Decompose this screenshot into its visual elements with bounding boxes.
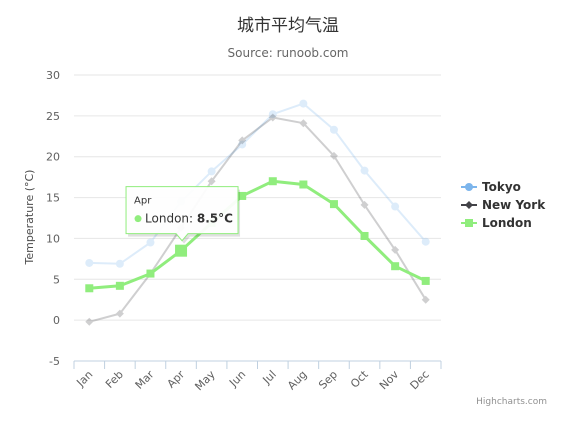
- y-tick-label: 0: [53, 314, 60, 327]
- x-tick-label: Apr: [165, 368, 188, 391]
- x-tick-label: Oct: [348, 367, 371, 390]
- y-tick-label: -5: [49, 355, 60, 368]
- data-point[interactable]: [329, 125, 338, 134]
- data-point[interactable]: [146, 238, 155, 247]
- legend-label: Tokyo: [482, 180, 521, 194]
- data-point[interactable]: [299, 180, 308, 189]
- data-point[interactable]: [391, 202, 400, 211]
- data-point[interactable]: [238, 140, 247, 149]
- legend-label: New York: [482, 198, 546, 212]
- x-tick-label: Jan: [74, 368, 96, 390]
- y-tick-label: 10: [46, 232, 60, 245]
- credits-link[interactable]: Highcharts.com: [476, 397, 547, 407]
- data-point[interactable]: [391, 262, 400, 271]
- data-point[interactable]: [329, 151, 338, 160]
- x-tick-label: Dec: [408, 368, 432, 392]
- data-point[interactable]: [115, 309, 124, 318]
- x-tick-label: Feb: [103, 368, 126, 391]
- y-tick-label: 25: [46, 110, 60, 123]
- data-point[interactable]: [299, 99, 308, 108]
- tooltip-box: [125, 186, 239, 242]
- data-point[interactable]: [391, 245, 400, 254]
- data-point[interactable]: [360, 166, 369, 175]
- legend-item-london[interactable]: London: [461, 216, 532, 230]
- series-tokyo[interactable]: [85, 99, 430, 268]
- tooltip: Apr London: 8.5°C: [125, 186, 241, 244]
- x-tick-label: May: [192, 368, 218, 394]
- data-point[interactable]: [115, 259, 124, 268]
- data-point[interactable]: [85, 284, 94, 293]
- data-point[interactable]: [299, 119, 308, 128]
- y-tick-label: 20: [46, 151, 60, 164]
- chart-title: 城市平均气温: [237, 16, 339, 36]
- data-point[interactable]: [360, 200, 369, 209]
- data-point[interactable]: [238, 191, 247, 200]
- tooltip-header: Apr: [134, 196, 152, 207]
- tooltip-text: London: 8.5°C: [145, 212, 233, 226]
- legend: Tokyo New York London: [461, 180, 546, 230]
- x-tick-label: Jun: [226, 368, 248, 390]
- data-point[interactable]: [329, 200, 338, 209]
- tooltip-value: 8.5°C: [197, 212, 233, 226]
- data-point[interactable]: [85, 317, 94, 326]
- tooltip-series-dot: [134, 215, 142, 223]
- data-point[interactable]: [85, 258, 94, 267]
- x-tick-label: Jul: [260, 368, 279, 387]
- legend-marker: [465, 201, 473, 209]
- data-point[interactable]: [175, 244, 188, 257]
- series-line-new-york[interactable]: [89, 116, 427, 323]
- data-point[interactable]: [268, 177, 277, 186]
- y-tick-label: 5: [53, 273, 60, 286]
- data-point[interactable]: [421, 276, 430, 285]
- data-point[interactable]: [421, 237, 430, 246]
- x-tick-label: Mar: [133, 368, 157, 392]
- data-point[interactable]: [360, 231, 369, 240]
- x-axis: [73, 360, 442, 369]
- legend-marker: [465, 219, 473, 227]
- legend-item-new-york[interactable]: New York: [461, 198, 546, 212]
- data-point[interactable]: [207, 177, 216, 186]
- legend-marker: [465, 183, 473, 191]
- y-tick-label: 15: [46, 192, 60, 205]
- legend-item-tokyo[interactable]: Tokyo: [461, 180, 521, 194]
- series-line-london[interactable]: [89, 179, 427, 290]
- x-tick-label: Sep: [316, 368, 340, 392]
- data-point[interactable]: [207, 167, 216, 176]
- data-point[interactable]: [238, 136, 247, 145]
- x-tick-label: Aug: [285, 368, 309, 392]
- data-point[interactable]: [146, 269, 155, 278]
- data-point[interactable]: [268, 110, 277, 119]
- y-axis-ticks: -5 0 5 10 15 20 25 30: [46, 69, 60, 368]
- y-axis-title: Temperature (°C): [23, 170, 36, 266]
- y-tick-label: 30: [46, 69, 60, 82]
- data-point[interactable]: [115, 281, 124, 290]
- series-group: [85, 99, 430, 326]
- tooltip-series-label: London:: [145, 212, 197, 226]
- chart-subtitle: Source: runoob.com: [228, 46, 349, 60]
- series-line-tokyo[interactable]: [89, 102, 427, 265]
- x-tick-label: Nov: [377, 368, 402, 393]
- data-point[interactable]: [268, 113, 277, 122]
- data-point[interactable]: [421, 295, 430, 304]
- x-axis-ticks: Jan Feb Mar Apr May Jun Jul Aug Sep Oct Nov Dec: [74, 367, 432, 393]
- legend-label: London: [482, 216, 532, 230]
